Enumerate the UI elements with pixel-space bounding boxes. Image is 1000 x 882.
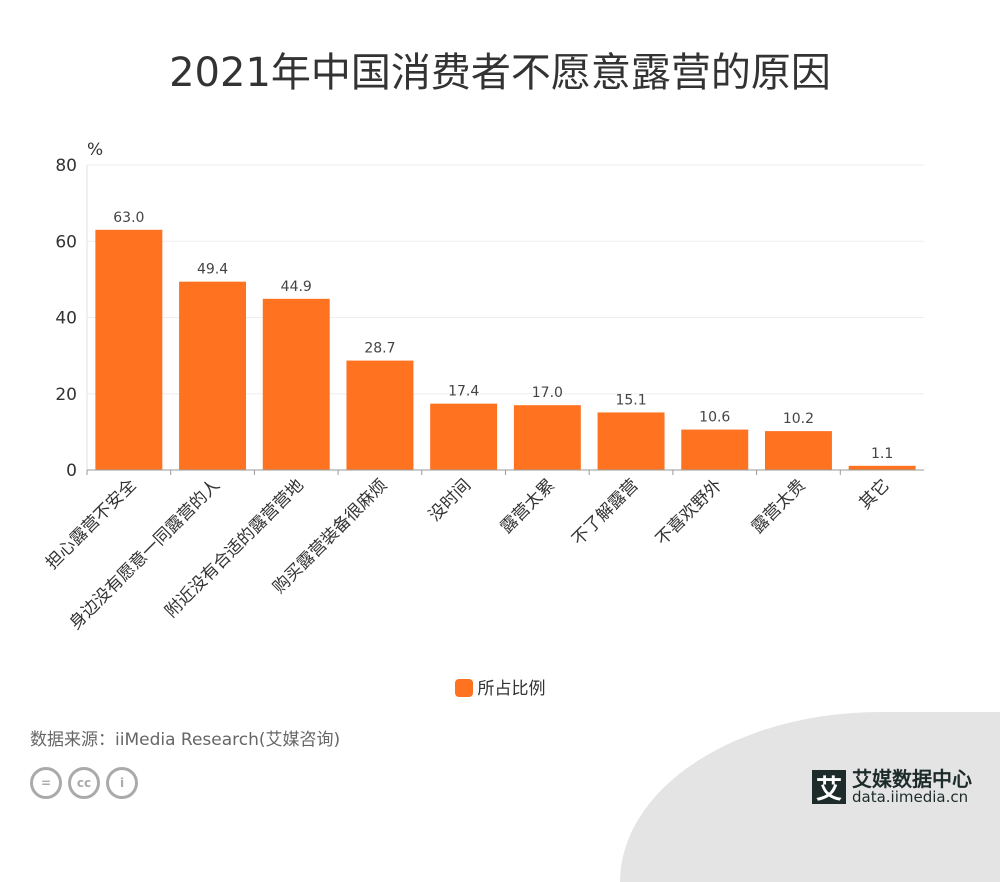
data-label: 10.2 [783, 411, 814, 427]
x-tick-label: 其它 [856, 475, 894, 513]
chart-title: 2021年中国消费者不愿意露营的原因 [169, 50, 831, 96]
legend[interactable]: 所占比例 [0, 674, 1000, 699]
attribution-icon: i [106, 767, 138, 799]
brand-url: data.iimedia.cn [852, 788, 969, 806]
source-note: 数据来源：iiMedia Research(艾媒咨询) [30, 730, 341, 750]
y-axis-unit: % [87, 140, 103, 160]
legend-swatch [454, 679, 473, 697]
bar [262, 298, 330, 470]
x-tick-label: 附近没有合适的露营营地 [161, 475, 307, 621]
x-tick-label: 露营太贵 [748, 475, 810, 537]
data-label: 28.7 [364, 341, 395, 357]
brand-name: 艾媒数据中心 [852, 767, 972, 791]
x-tick-label: 露营太累 [497, 475, 559, 537]
brand-logo: 艾 艾媒数据中心 data.iimedia.cn [812, 769, 972, 805]
x-tick-label: 没时间 [425, 475, 475, 525]
y-tick-label: 0 [66, 461, 77, 481]
bar [179, 281, 247, 470]
y-tick-label: 20 [55, 385, 77, 405]
data-label: 44.9 [281, 279, 312, 295]
bar [513, 405, 581, 470]
data-label: 17.0 [532, 385, 563, 401]
data-label: 1.1 [871, 446, 893, 462]
data-label: 49.4 [197, 262, 228, 278]
y-tick-label: 40 [55, 309, 77, 329]
brand-logo-mark: 艾 [812, 770, 846, 805]
data-label: 63.0 [113, 210, 144, 226]
bar [681, 429, 749, 470]
x-tick-label: 身边没有愿意一同露营的人 [66, 475, 224, 633]
nd-icon: = [30, 767, 62, 799]
bar-chart: 020406080%63.0担心露营不安全49.4身边没有愿意一同露营的人44.… [42, 140, 924, 634]
y-tick-label: 60 [55, 232, 77, 252]
data-label: 15.1 [615, 392, 646, 408]
bar [346, 360, 414, 470]
data-label: 17.4 [448, 384, 479, 400]
cc-icon: cc [68, 767, 100, 799]
bar [764, 431, 832, 470]
bar [430, 403, 498, 470]
y-tick-label: 80 [55, 156, 77, 176]
x-tick-label: 不了解露营 [568, 475, 642, 549]
data-label: 10.6 [699, 410, 730, 426]
bar [597, 412, 665, 470]
x-tick-label: 不喜欢野外 [652, 475, 726, 549]
bar [95, 229, 163, 470]
bar [848, 465, 916, 470]
legend-label: 所占比例 [477, 679, 546, 699]
license-icons: = cc i [30, 767, 138, 799]
